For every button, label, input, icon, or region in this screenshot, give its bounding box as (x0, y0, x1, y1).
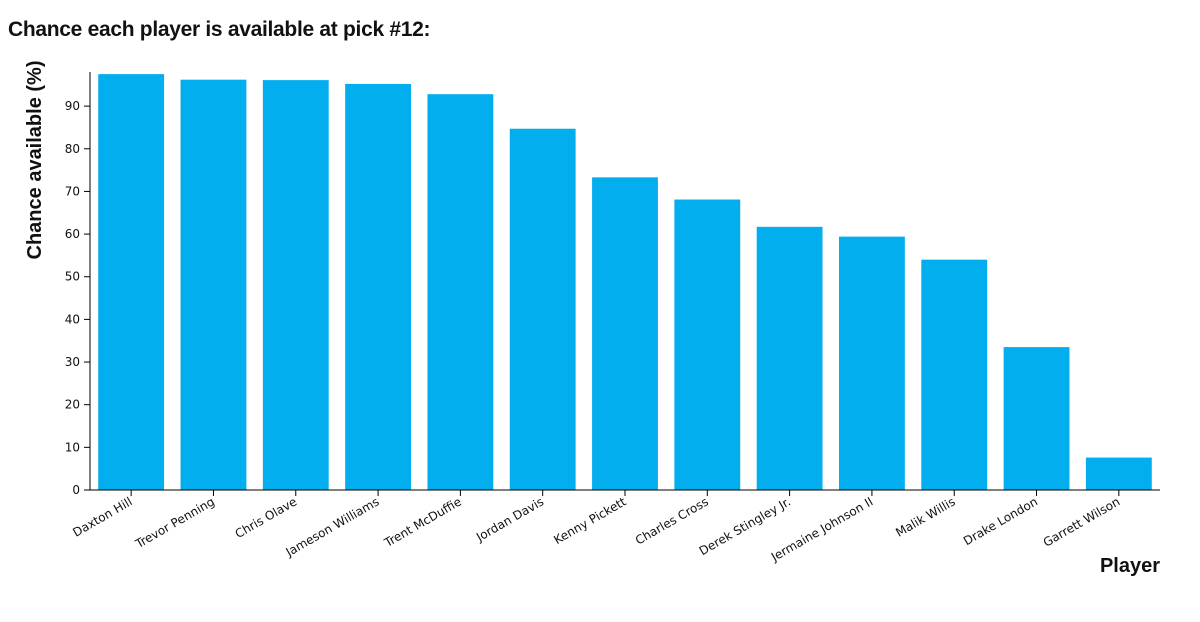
y-tick-label: 80 (65, 142, 80, 156)
bar (427, 94, 494, 491)
y-tick-label: 60 (65, 227, 80, 241)
y-tick-label: 40 (65, 312, 80, 326)
bar (921, 259, 988, 490)
bar (756, 226, 823, 490)
chart-title: Chance each player is available at pick … (8, 18, 431, 41)
bar (262, 80, 329, 490)
x-tick-label: Drake London (961, 494, 1040, 548)
bar (509, 128, 576, 491)
bar (674, 199, 741, 490)
bar (592, 177, 658, 490)
x-axis-title: Player (1100, 555, 1160, 577)
x-tick-label: Garrett Wilson (1041, 494, 1123, 549)
bar (1085, 457, 1152, 490)
y-axis: 0 10 20 30 40 50 60 70 80 90 (65, 72, 91, 497)
x-tick-label: Malik Willis (893, 494, 957, 539)
x-tick-label: Trevor Penning (132, 494, 217, 551)
y-tick-label: 70 (65, 184, 80, 198)
x-tick-label: Daxton Hill (70, 494, 134, 539)
x-tick-label: Chris Olave (233, 494, 300, 541)
bar (839, 236, 905, 490)
bar (345, 83, 411, 490)
bars-group (98, 74, 1152, 491)
bar (180, 79, 247, 491)
bar (1003, 347, 1070, 490)
x-tick-label: Jordan Davis (473, 494, 546, 544)
y-tick-label: 50 (65, 270, 80, 284)
x-tick-label: Charles Cross (633, 494, 711, 547)
y-tick-label: 90 (65, 99, 80, 113)
y-tick-label: 0 (72, 483, 80, 497)
y-axis-title: Chance available (%) (24, 61, 46, 260)
y-tick-label: 20 (65, 398, 80, 412)
bar (98, 74, 165, 490)
y-tick-label: 30 (65, 355, 80, 369)
x-tick-label: Trent McDuffie (381, 494, 464, 550)
y-tick-label: 10 (65, 440, 80, 454)
x-tick-label: Kenny Pickett (551, 494, 628, 547)
